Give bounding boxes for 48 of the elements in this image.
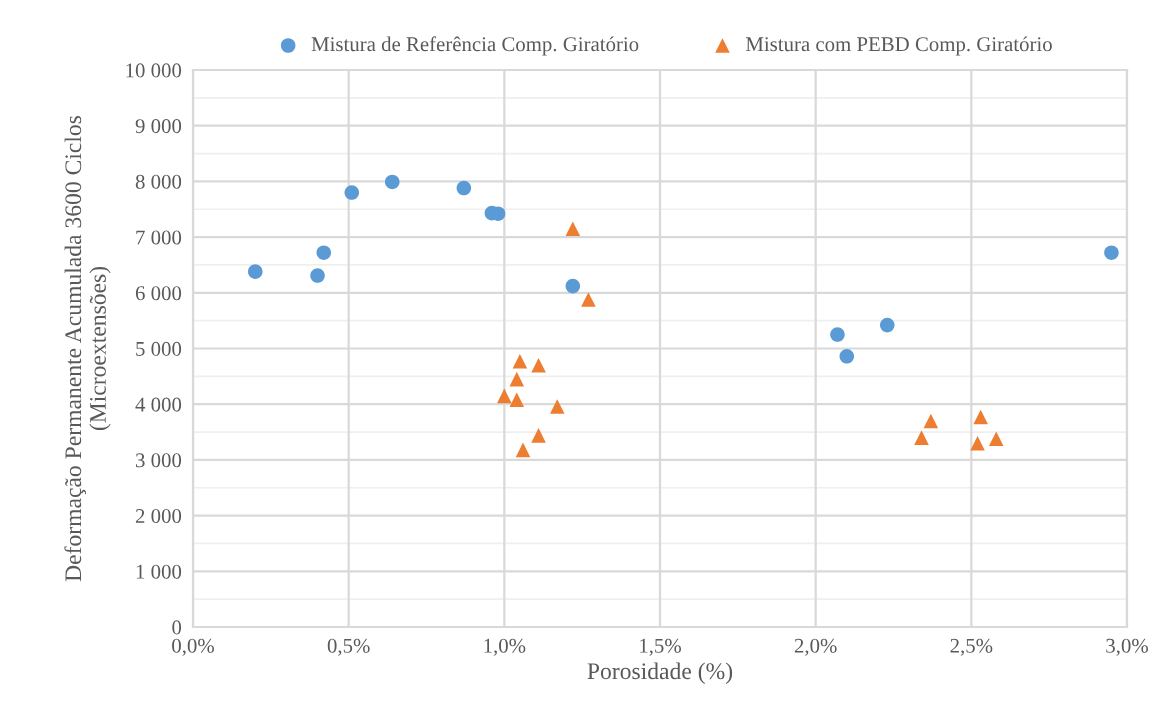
point	[497, 388, 512, 404]
x-tick-label: 0,5%	[327, 638, 370, 656]
x-axis-title: Porosidade (%)	[587, 662, 733, 684]
x-tick-label: 2,5%	[950, 638, 993, 656]
point	[988, 431, 1004, 447]
x-tick-label: 1,5%	[640, 638, 681, 656]
x-tick-label: 2,0%	[794, 638, 837, 656]
x-tick-label: 1,0%	[484, 638, 526, 656]
point	[923, 413, 939, 429]
y-tick-label: 2 000	[135, 508, 182, 524]
point	[344, 185, 360, 200]
point	[973, 409, 988, 425]
y-tick-label: 8 000	[135, 174, 182, 189]
point	[456, 180, 472, 196]
point	[879, 317, 895, 333]
x-tick-label: 0,0%	[172, 638, 214, 656]
point	[384, 174, 400, 190]
legend-label: Mistura com PEBD Comp. Giratório	[745, 36, 1052, 56]
point	[512, 354, 528, 369]
y-tick-label: 5 000	[136, 341, 182, 356]
point	[531, 357, 546, 373]
y-tick-label: 7 000	[136, 230, 182, 245]
point	[565, 221, 581, 237]
legend-label: Mistura de Referência Comp. Giratório	[311, 36, 639, 56]
y-tick-label: 6 000	[135, 286, 182, 301]
y-tick-label: 10 000	[126, 63, 182, 78]
point	[515, 442, 531, 458]
y-axis-title: Deformação Permanente Acumulada 3600 Ciclos (Microextensões)	[64, 115, 111, 582]
point	[509, 371, 525, 387]
point	[310, 268, 325, 283]
point	[581, 292, 596, 307]
point	[1104, 245, 1119, 260]
y-tick-label: 4 000	[135, 397, 182, 412]
y-tick-label: 3 000	[136, 453, 182, 468]
point	[316, 245, 332, 260]
y-tick-label: 9 000	[135, 119, 182, 134]
point	[549, 399, 565, 414]
point	[247, 264, 263, 279]
point	[531, 428, 546, 443]
y-tick-label: 1 000	[136, 564, 182, 579]
point	[839, 349, 855, 364]
point	[914, 430, 929, 445]
y-tick-label: 0	[172, 620, 182, 635]
point	[565, 278, 581, 294]
point	[830, 327, 845, 342]
x-tick-label: 3,0%	[1106, 638, 1148, 656]
point	[509, 392, 525, 408]
point	[970, 435, 985, 451]
